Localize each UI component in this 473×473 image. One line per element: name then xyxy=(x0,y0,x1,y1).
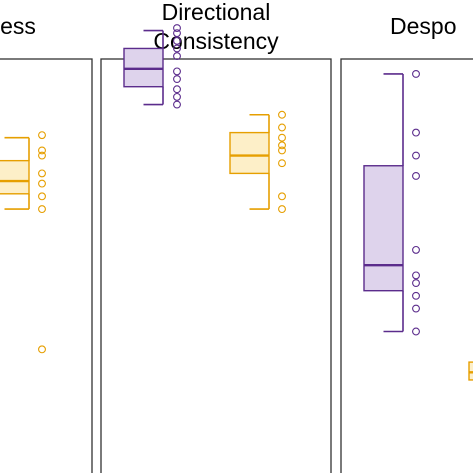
panel-3-series-1-point-9 xyxy=(412,128,420,137)
panel-2-series-1-point-6 xyxy=(173,52,181,61)
panel-3-series-1-point-5 xyxy=(412,271,420,280)
panel-2-series-1-point-10 xyxy=(173,24,181,32)
panel-2-series-2-point-3 xyxy=(278,159,286,168)
panel-3-series-1-point-2 xyxy=(412,304,420,313)
panel-2-title-line-2: Consistency xyxy=(153,28,279,54)
panel-1-series-1-point-6 xyxy=(38,151,46,160)
panel-3-series-1-point-4 xyxy=(412,279,420,287)
panel-1-series-1-point-3 xyxy=(38,192,46,201)
panel-1-series-1-point-8 xyxy=(38,131,46,140)
panel-3-marks xyxy=(363,69,473,381)
panel-2-series-1-point-1 xyxy=(173,100,181,109)
panel-3-frame xyxy=(340,58,473,473)
panel-2-title-line-1: Directional xyxy=(162,0,271,25)
panel-2-series-1-point-2 xyxy=(173,92,181,101)
panel-2-series-2-point-5 xyxy=(278,141,286,150)
panel-1-series-1-point-4 xyxy=(38,179,46,188)
panel-2-series-1-point-4 xyxy=(173,75,181,84)
panel-2-series-1-point-9 xyxy=(173,29,181,38)
panel-1: ess xyxy=(0,13,93,473)
panel-3: Despo xyxy=(340,13,473,473)
panel-1-title-line-1: ess xyxy=(0,13,36,39)
panel-1-frame xyxy=(0,58,93,473)
panel-1-marks xyxy=(0,131,46,354)
panel-2-frame xyxy=(100,58,332,473)
panel-1-series-1-box xyxy=(0,159,30,195)
panel-2-series-1-point-8 xyxy=(173,36,181,45)
panel-3-series-1-point-6 xyxy=(412,245,420,254)
panel-3-series-1-point-3 xyxy=(412,291,420,300)
panel-2-series-2-point-2 xyxy=(278,192,286,201)
panel-2-series-2-point-1 xyxy=(278,205,286,214)
panel-3-series-1-point-8 xyxy=(412,151,420,160)
panel-2-series-2-point-4 xyxy=(278,146,286,155)
panel-2: Directional Consistency xyxy=(100,0,332,473)
panel-1-series-1-point-2 xyxy=(38,205,46,214)
panel-3-series-1-point-7 xyxy=(412,172,420,180)
panel-3-series-1-point-10 xyxy=(412,69,420,78)
panel-3-series-1-point-1 xyxy=(412,327,420,336)
panel-2-series-2-point-8 xyxy=(278,110,286,119)
panel-2-series-1-box xyxy=(123,47,164,88)
panel-2-series-1-point-5 xyxy=(173,67,181,76)
panel-3-series-2-box xyxy=(468,361,473,381)
panel-2-series-2-point-7 xyxy=(278,123,286,132)
panel-2-series-1-point-7 xyxy=(173,44,181,53)
panel-1-series-1-point-7 xyxy=(38,146,46,155)
panel-2-series-2-box xyxy=(229,131,270,175)
panel-3-title-line-1: Despo xyxy=(390,13,456,39)
panel-3-series-1-box xyxy=(363,165,404,292)
panel-2-marks xyxy=(123,24,286,214)
panel-2-series-1-point-3 xyxy=(173,85,181,94)
panel-1-series-1-point-1 xyxy=(38,345,46,354)
panel-2-series-2-point-6 xyxy=(278,133,286,142)
panel-1-series-1-point-5 xyxy=(38,169,46,178)
